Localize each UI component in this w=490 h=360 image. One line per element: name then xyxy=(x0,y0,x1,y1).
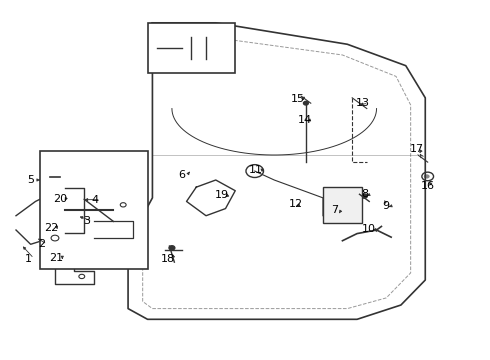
Text: 12: 12 xyxy=(289,199,303,209)
Text: 21: 21 xyxy=(49,253,64,263)
Bar xyxy=(323,187,362,223)
Text: 6: 6 xyxy=(178,170,185,180)
Text: 20: 20 xyxy=(53,194,67,204)
Circle shape xyxy=(303,102,308,105)
Text: 18: 18 xyxy=(161,253,175,264)
Bar xyxy=(40,152,147,269)
Text: 11: 11 xyxy=(249,165,263,175)
Circle shape xyxy=(169,246,175,250)
Text: 22: 22 xyxy=(44,222,58,233)
Text: 15: 15 xyxy=(291,94,305,104)
FancyArrowPatch shape xyxy=(385,201,387,203)
Bar xyxy=(147,23,235,73)
Text: 1: 1 xyxy=(24,253,32,264)
Text: 2: 2 xyxy=(38,239,45,249)
Text: 17: 17 xyxy=(410,144,423,154)
Text: 9: 9 xyxy=(383,201,390,211)
Text: 5: 5 xyxy=(27,175,34,185)
Text: 14: 14 xyxy=(297,115,312,125)
Circle shape xyxy=(362,194,368,198)
Text: 19: 19 xyxy=(215,190,229,201)
Circle shape xyxy=(424,174,430,179)
Text: 13: 13 xyxy=(356,98,370,108)
Text: 8: 8 xyxy=(361,189,368,199)
FancyArrowPatch shape xyxy=(420,154,423,158)
Text: 7: 7 xyxy=(332,205,339,215)
Text: 3: 3 xyxy=(83,216,90,226)
Text: 16: 16 xyxy=(421,181,435,192)
Text: 10: 10 xyxy=(362,224,376,234)
Text: 4: 4 xyxy=(91,195,98,204)
